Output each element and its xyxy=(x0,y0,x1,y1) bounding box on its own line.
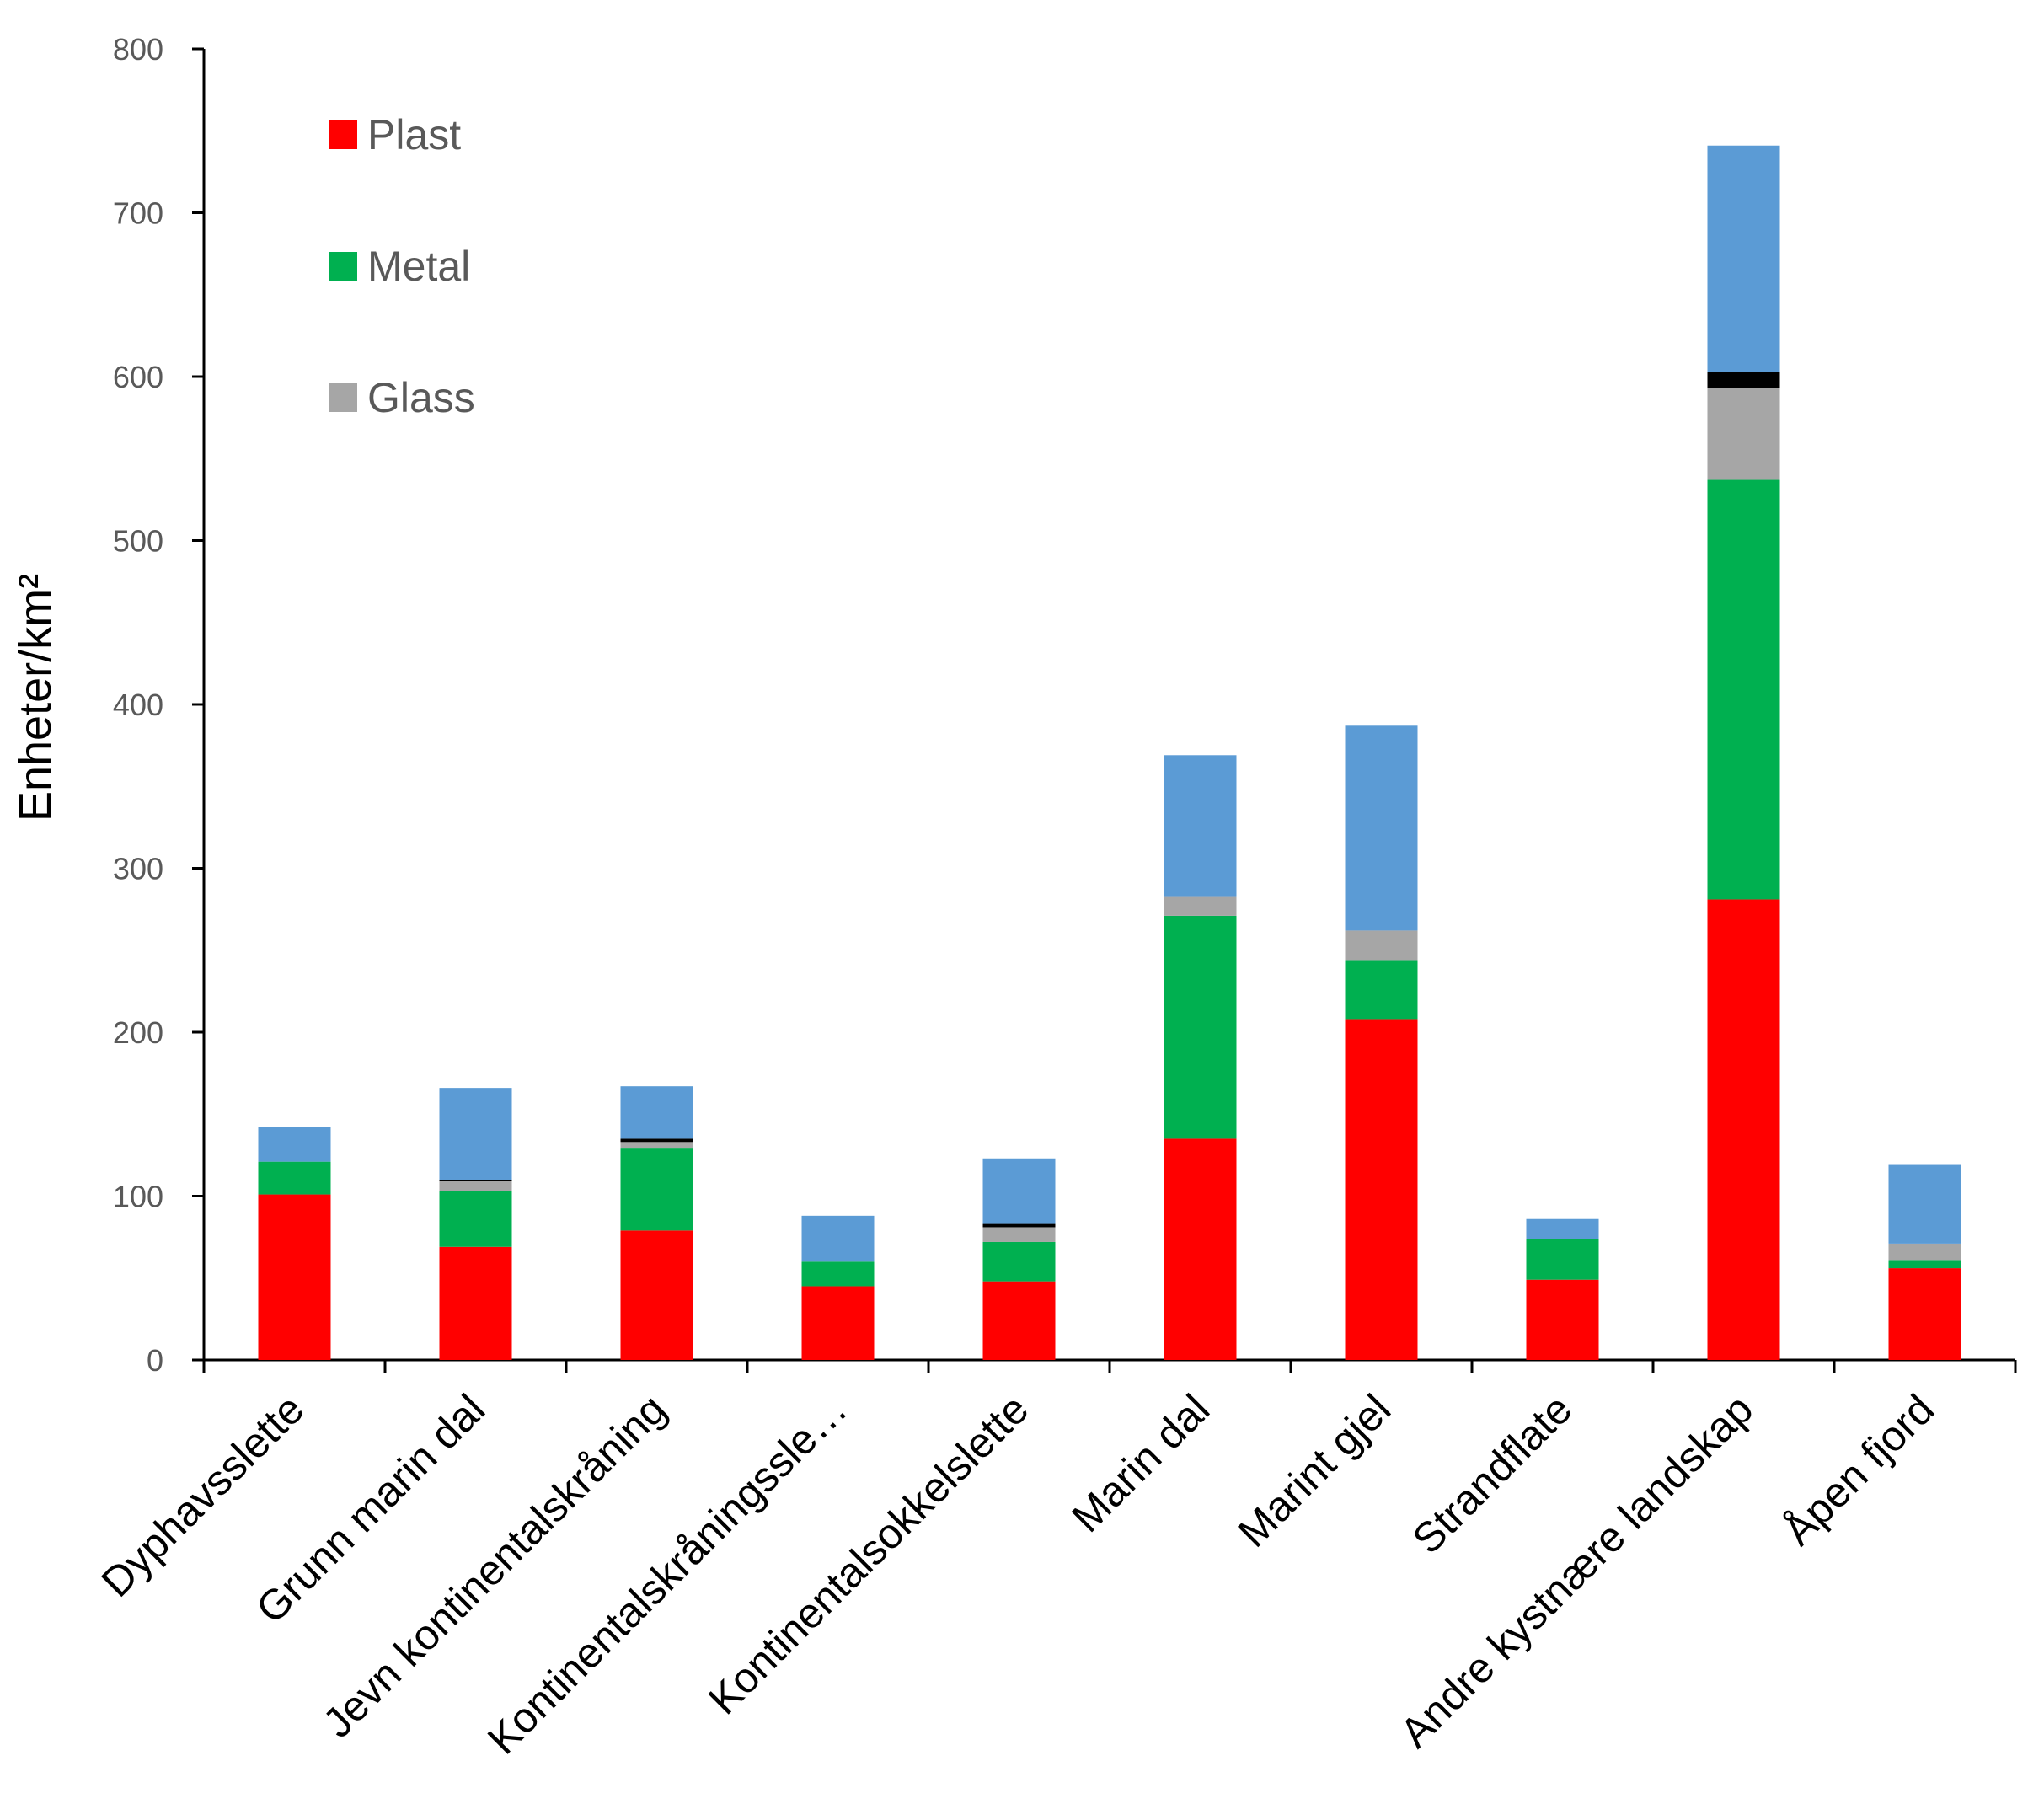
bar-segment-series-3 xyxy=(1707,372,1780,388)
bar-segment-series-4 xyxy=(982,1158,1056,1224)
x-category-label: Marin dal xyxy=(1062,1385,1218,1541)
y-tick-label: 200 xyxy=(113,1015,163,1050)
x-category-label: Strandflate xyxy=(1404,1385,1581,1563)
bar-segment-metal xyxy=(982,1241,1056,1282)
x-category-label: Jevn kontinentalskråning xyxy=(314,1385,676,1747)
bar-segment-plast xyxy=(258,1194,331,1360)
bar-segment-metal xyxy=(1345,960,1418,1020)
y-tick-label: 300 xyxy=(113,852,163,886)
bar-segment-series-4 xyxy=(1888,1164,1961,1244)
x-category-label: Kontinentalsokkelslette xyxy=(699,1385,1037,1723)
bar-segment-metal xyxy=(801,1261,875,1287)
bar-segment-glass xyxy=(439,1180,512,1191)
legend-swatch-metal xyxy=(329,252,357,281)
y-tick-label: 100 xyxy=(113,1180,163,1214)
x-category-label: Kontinentalskråningssle… xyxy=(479,1385,856,1763)
x-category-label: Andre kystnære landskap xyxy=(1391,1385,1763,1757)
bar-segment-glass xyxy=(1164,896,1237,916)
bar-segment-series-4 xyxy=(258,1127,331,1162)
bar-segment-glass xyxy=(1888,1243,1961,1261)
bar-segment-glass xyxy=(1345,930,1418,961)
bar-segment-plast xyxy=(1707,899,1780,1360)
bar-segment-plast xyxy=(1888,1268,1961,1360)
bar-segment-metal xyxy=(1707,479,1780,900)
bar-segment-metal xyxy=(1888,1260,1961,1269)
legend-label-glass: Glass xyxy=(367,374,475,421)
bar-segment-plast xyxy=(1526,1279,1599,1360)
x-category-label: Åpen fjord xyxy=(1774,1385,1944,1555)
bar-segment-metal xyxy=(620,1148,693,1231)
bar-segment-plast xyxy=(982,1281,1056,1360)
bar-segment-metal xyxy=(1526,1239,1599,1280)
bars xyxy=(258,145,1961,1360)
y-tick-label: 700 xyxy=(113,196,163,231)
bar-segment-plast xyxy=(1345,1019,1418,1360)
bar-segment-series-4 xyxy=(1164,755,1237,897)
y-tick-labels: 0 100 200 300 400 500 600 700 800 xyxy=(113,32,163,1378)
legend-swatch-glass xyxy=(329,383,357,412)
bar-segment-series-4 xyxy=(439,1088,512,1180)
bar-segment-plast xyxy=(801,1286,875,1360)
bar-segment-plast xyxy=(439,1246,512,1360)
bar-segment-series-3 xyxy=(982,1223,1056,1228)
legend-label-plast: Plast xyxy=(367,111,461,158)
y-tick-label: 600 xyxy=(113,360,163,394)
bar-segment-series-4 xyxy=(1526,1218,1599,1239)
bar-segment-metal xyxy=(439,1191,512,1247)
y-axis-title: Enheter/km² xyxy=(10,574,61,822)
bar-segment-series-3 xyxy=(620,1138,693,1143)
bar-segment-series-4 xyxy=(1345,725,1418,931)
bar-segment-series-4 xyxy=(620,1086,693,1139)
bar-segment-glass xyxy=(982,1227,1056,1242)
bar-segment-metal xyxy=(1164,915,1237,1139)
y-tick-label: 800 xyxy=(113,32,163,67)
y-tick-label: 0 xyxy=(147,1343,163,1378)
x-category-label: Marint gjel xyxy=(1229,1385,1400,1556)
bar-segment-series-4 xyxy=(1707,145,1780,372)
y-tick-label: 500 xyxy=(113,524,163,559)
bar-segment-series-3 xyxy=(439,1180,512,1181)
legend: Plast Metal Glass xyxy=(329,111,475,421)
bar-segment-plast xyxy=(1164,1138,1237,1360)
bar-segment-metal xyxy=(258,1161,331,1195)
legend-swatch-plast xyxy=(329,120,357,149)
bar-segment-series-4 xyxy=(801,1215,875,1262)
legend-label-metal: Metal xyxy=(367,243,470,290)
y-tick-label: 400 xyxy=(113,688,163,722)
bar-segment-glass xyxy=(620,1142,693,1149)
bar-segment-plast xyxy=(620,1230,693,1360)
bar-segment-glass xyxy=(1707,388,1780,480)
